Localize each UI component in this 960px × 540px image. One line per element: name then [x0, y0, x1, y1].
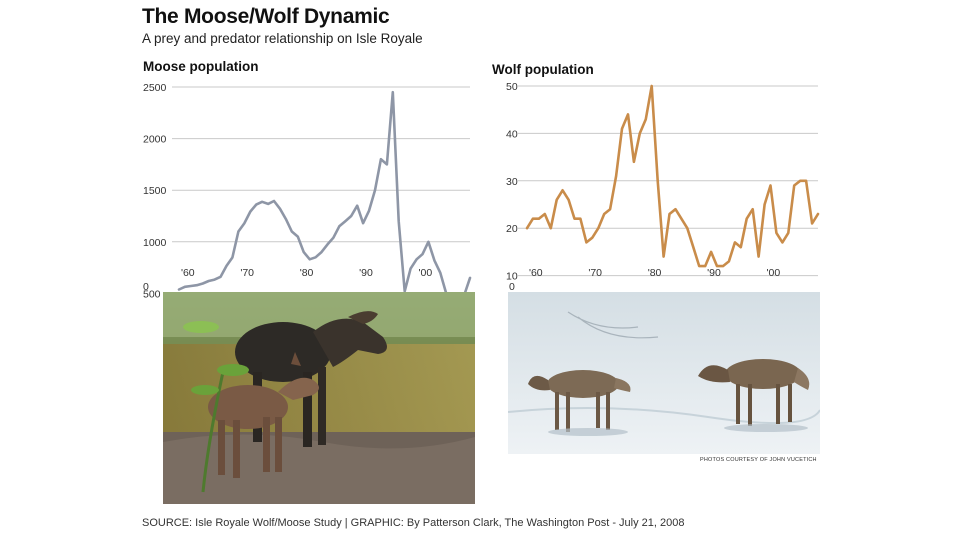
wolf-y-tick-50: 50: [506, 81, 518, 93]
moose-chart-title: Moose population: [143, 59, 259, 74]
moose-series-line: [177, 90, 472, 300]
moose-gridlines: [172, 86, 470, 294]
moose-x-tick-60: '60: [181, 267, 195, 279]
moose-x-tick-labels: '60 '70 '80 '90 '00: [181, 267, 432, 279]
graphic-subtitle: A prey and predator relationship on Isle…: [142, 31, 423, 46]
moose-x-tick-90: '90: [359, 267, 373, 279]
wolf-y-tick-labels: 10 20 30 40 50: [506, 81, 518, 283]
wolf-x-tick-80: '80: [648, 267, 662, 279]
photo-credit: PHOTOS COURTESY OF JOHN VUCETICH: [700, 457, 817, 463]
moose-chart: Moose population 500 1000 1500 2000 2500 '60…: [143, 59, 472, 300]
moose-y-tick-2000: 2000: [143, 134, 167, 146]
wolf-y-tick-10: 10: [506, 271, 518, 283]
wolf-gridlines: [518, 85, 818, 277]
wolf-x-tick-90: '90: [707, 267, 721, 279]
graphic-title: The Moose/Wolf Dynamic: [142, 5, 390, 28]
moose-x-tick-70: '70: [240, 267, 254, 279]
wolf-x-tick-60: '60: [529, 267, 543, 279]
moose-y-tick-500: 500: [143, 288, 161, 300]
moose-y-tick-labels: 500 1000 1500 2000 2500: [143, 82, 167, 300]
wolf-x-tick-labels: '60 '70 '80 '90 '00: [529, 267, 780, 279]
wolf-chart-title: Wolf population: [492, 62, 594, 77]
moose-x-tick-00: '00: [418, 267, 432, 279]
moose-x-tick-80: '80: [300, 267, 314, 279]
moose-y-tick-1500: 1500: [143, 185, 167, 197]
wolf-x-tick-70: '70: [588, 267, 602, 279]
wolf-x-tick-00: '00: [766, 267, 780, 279]
wolf-y-tick-40: 40: [506, 128, 518, 140]
moose-photo: [163, 292, 475, 504]
moose-y-tick-1000: 1000: [143, 237, 167, 249]
moose-y-tick-2500: 2500: [143, 82, 167, 94]
wolf-series-line: [525, 84, 820, 268]
wolf-y-tick-20: 20: [506, 223, 518, 235]
wolf-y-tick-30: 30: [506, 176, 518, 188]
wolf-zero-label: 0: [509, 281, 515, 293]
wolf-photo: [508, 292, 820, 454]
source-footer: SOURCE: Isle Royale Wolf/Moose Study | G…: [142, 517, 685, 529]
moose-zero-label: 0: [143, 281, 149, 293]
